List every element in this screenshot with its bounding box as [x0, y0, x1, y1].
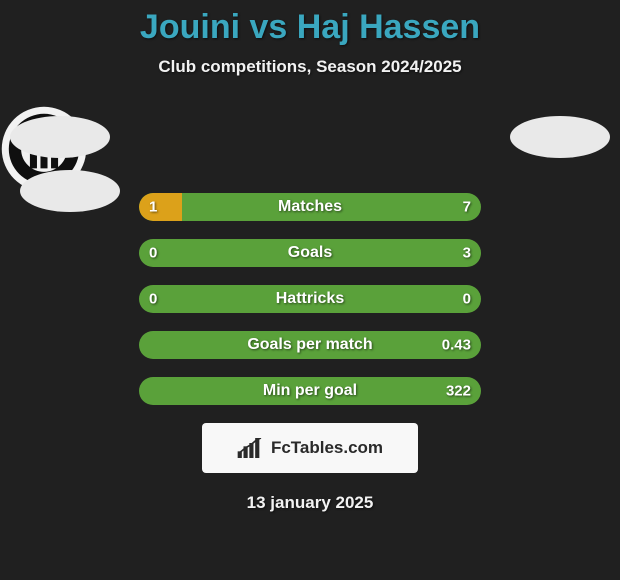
- stat-value-right: 3: [463, 245, 471, 262]
- comparison-card: Jouini vs Haj Hassen Club competitions, …: [0, 0, 620, 580]
- stat-row: 1Matches7: [139, 193, 481, 221]
- stat-row: 0Goals3: [139, 239, 481, 267]
- stat-value-right: 7: [463, 199, 471, 216]
- stat-label: Goals per match: [139, 336, 481, 354]
- crest-left-1: [10, 116, 110, 158]
- stat-label: Min per goal: [139, 382, 481, 400]
- watermark-text: FcTables.com: [271, 438, 383, 458]
- comparison-bars: 1Matches70Goals30Hattricks0Goals per mat…: [139, 193, 481, 405]
- crest-right-1: [510, 116, 610, 158]
- subtitle: Club competitions, Season 2024/2025: [0, 57, 620, 77]
- bars-icon: [237, 438, 265, 458]
- stat-label: Hattricks: [139, 290, 481, 308]
- watermark-badge: FcTables.com: [202, 423, 418, 473]
- stat-label: Goals: [139, 244, 481, 262]
- stat-value-right: 322: [446, 383, 471, 400]
- generated-date: 13 january 2025: [0, 493, 620, 513]
- crest-left-2: [20, 170, 120, 212]
- stat-row: Goals per match0.43: [139, 331, 481, 359]
- stat-row: 0Hattricks0: [139, 285, 481, 313]
- stat-label: Matches: [139, 198, 481, 216]
- stat-row: Min per goal322: [139, 377, 481, 405]
- page-title: Jouini vs Haj Hassen: [0, 8, 620, 47]
- stat-value-right: 0.43: [442, 337, 471, 354]
- stat-value-right: 0: [463, 291, 471, 308]
